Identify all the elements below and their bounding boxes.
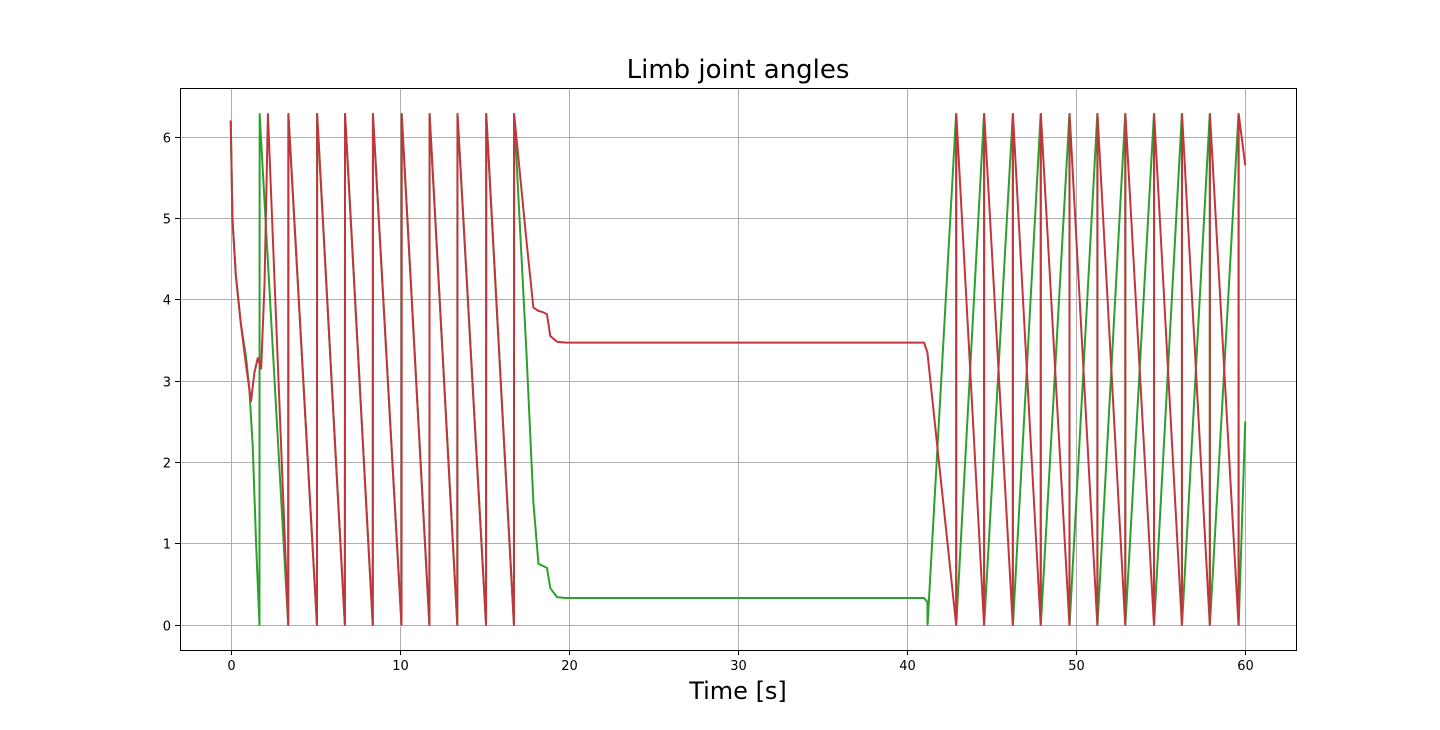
x-tick-label: 40 bbox=[899, 659, 916, 674]
y-tick-label: 4 bbox=[163, 294, 171, 309]
chart-title: Limb joint angles bbox=[627, 55, 850, 85]
x-tick-label: 50 bbox=[1068, 659, 1085, 674]
series-line-2 bbox=[229, 113, 1247, 626]
y-tick-label: 2 bbox=[163, 457, 171, 472]
x-axis-label: Time [s] bbox=[688, 677, 787, 705]
y-tick-label: 0 bbox=[163, 620, 171, 635]
x-tick-label: 60 bbox=[1237, 659, 1254, 674]
y-tick-label: 6 bbox=[163, 132, 171, 147]
y-tick-label: 3 bbox=[163, 376, 171, 391]
x-tick-label: 0 bbox=[227, 659, 235, 674]
x-tick-label: 20 bbox=[561, 659, 578, 674]
y-tick-label: 5 bbox=[163, 213, 171, 228]
series-layer bbox=[229, 113, 1247, 626]
x-tick-label: 10 bbox=[392, 659, 409, 674]
axis-ticks: 0 10 20 30 40 50 60 0 1 2 3 4 5 6 bbox=[163, 132, 1254, 675]
y-tick-label: 1 bbox=[163, 538, 171, 553]
x-tick-label: 30 bbox=[730, 659, 747, 674]
